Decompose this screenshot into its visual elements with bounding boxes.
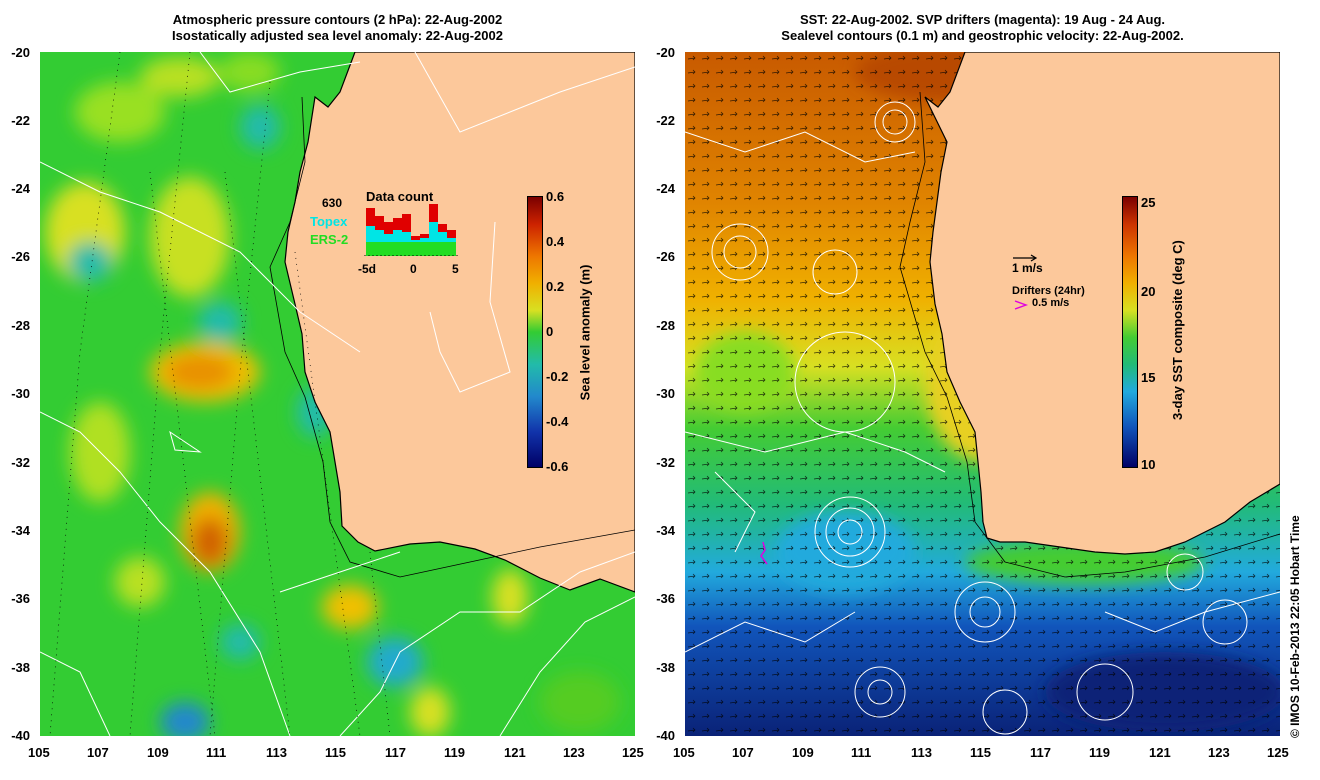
left-cbar-tick: 0.6 [546,189,565,204]
right-x-tick: 119 [1089,745,1110,760]
hist-x-tick: 0 [410,262,417,276]
right-x-tick: 111 [851,745,872,760]
left-y-tick: -38 [11,660,30,675]
right-y-tick: -40 [656,728,675,743]
right-y-tick: -22 [656,113,675,128]
right-x-tick: 123 [1208,745,1230,760]
left-y-tick: -22 [11,113,30,128]
right-x-tick: 107 [732,745,754,760]
histogram-svg [364,204,459,257]
right-y-tick: -30 [656,386,675,401]
left-x-tick: 109 [147,745,169,760]
drifter-track [760,541,768,565]
left-y-tick: -30 [11,386,30,401]
left-x-tick: 125 [622,745,644,760]
right-x-tick: 105 [673,745,695,760]
drifters-label: Drifters (24hr) [1012,285,1085,297]
velocity-arrow-icon [1012,250,1038,268]
left-y-tick: -24 [11,181,30,196]
right-cbar-tick: 10 [1141,457,1156,472]
left-cbar-tick: -0.6 [546,459,569,474]
sea-level-colorbar [527,196,543,468]
data-count-histogram [364,204,459,257]
left-cbar-tick: 0.4 [546,234,565,249]
left-y-tick: -28 [11,318,30,333]
sea-level-anomaly-map [40,52,635,736]
right-y-tick: -34 [656,523,675,538]
right-cbar-tick: 25 [1141,195,1156,210]
left-y-tick: -20 [11,45,30,60]
sst-map [685,52,1280,736]
left-title-line1: Atmospheric pressure contours (2 hPa): 2… [172,12,503,27]
left-cbar-tick: 0 [546,324,554,339]
drifters-speed: 0.5 m/s [1032,297,1070,309]
ers-label: ERS-2 [310,232,349,247]
right-x-tick: 125 [1267,745,1289,760]
right-cbar-tick: 20 [1141,284,1156,299]
right-title-line1: SST: 22-Aug-2002. SVP drifters (magenta)… [799,12,1166,27]
right-y-tick: -24 [656,181,675,196]
left-x-tick: 115 [325,745,346,760]
hist-x-tick: 5 [452,262,459,276]
left-x-tick: 117 [385,745,406,760]
copyright-text: © IMOS 10-Feb-2013 22:05 Hobart Time [1288,515,1302,738]
data-count-title: Data count [366,189,434,204]
right-x-tick: 121 [1149,745,1171,760]
right-x-tick: 113 [911,745,932,760]
left-y-tick: -36 [11,591,30,606]
right-y-tick: -32 [656,455,675,470]
left-cbar-tick: -0.4 [546,414,569,429]
right-cbar-tick: 15 [1141,370,1156,385]
right-y-tick: -26 [656,249,675,264]
left-x-tick: 111 [206,745,227,760]
drifter-arrow-icon [1013,298,1029,316]
left-y-tick: -40 [11,728,30,743]
right-x-tick: 117 [1030,745,1051,760]
left-x-tick: 113 [266,745,287,760]
left-x-tick: 123 [563,745,585,760]
histogram-bars [366,204,456,256]
data-count-value: 630 [322,196,343,210]
left-y-tick: -34 [11,523,30,538]
right-title-line2: Sealevel contours (0.1 m) and geostrophi… [781,28,1184,43]
left-title-line2: Isostatically adjusted sea level anomaly… [172,28,503,43]
sst-colorbar [1122,196,1138,468]
left-x-tick: 121 [504,745,526,760]
left-colorbar-label: Sea level anomaly (m) [577,264,593,401]
hist-x-tick: -5d [358,262,376,276]
right-y-tick: -36 [656,591,675,606]
velocity-legend-label: 1 m/s [1012,261,1043,275]
right-y-tick: -28 [656,318,675,333]
right-x-tick: 115 [970,745,991,760]
left-cbar-tick: 0.2 [546,279,565,294]
right-y-tick: -20 [656,45,675,60]
left-y-tick: -32 [11,455,30,470]
left-x-tick: 107 [87,745,109,760]
left-x-tick: 105 [28,745,50,760]
right-x-tick: 109 [792,745,814,760]
sea-level-anomaly-svg [40,52,635,736]
left-x-tick: 119 [444,745,465,760]
right-colorbar-label: 3-day SST composite (deg C) [1170,240,1185,420]
sst-svg [685,52,1280,736]
right-y-tick: -38 [656,660,675,675]
left-y-tick: -26 [11,249,30,264]
topex-label: Topex [310,214,348,229]
left-cbar-tick: -0.2 [546,369,569,384]
